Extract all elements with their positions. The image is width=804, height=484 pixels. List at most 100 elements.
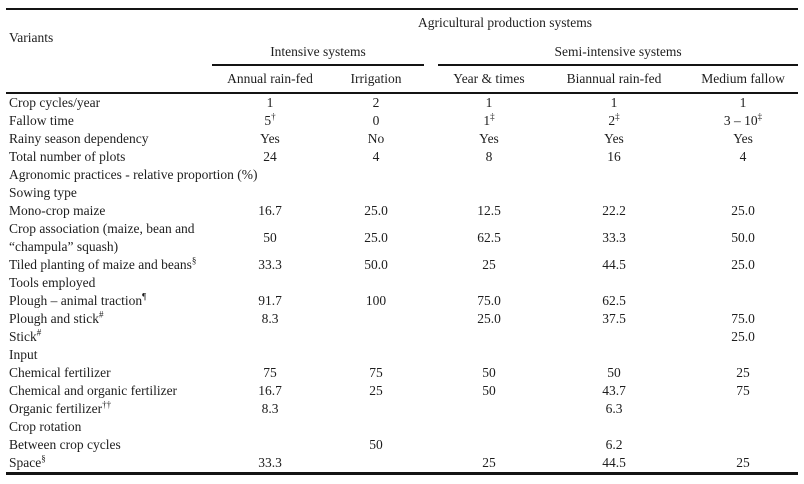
column-gap — [424, 112, 438, 130]
section-row: Crop rotation — [6, 418, 798, 436]
table-cell: 43.7 — [602, 383, 626, 398]
table-cell: No — [367, 131, 385, 146]
column-gap — [424, 364, 438, 382]
table-row: Crop cycles/year 1 2 1 1 1 — [6, 93, 798, 112]
table-row: Mono-crop maize 16.7 25.0 12.5 22.2 25.0 — [6, 202, 798, 220]
section-row: Tools employed — [6, 274, 798, 292]
table-cell: 0 — [372, 113, 380, 128]
table-cell: 25 — [482, 455, 496, 470]
column-gap — [424, 400, 438, 418]
table-cell: 1‡ — [483, 112, 495, 128]
table-cell — [438, 436, 540, 454]
table-cell — [438, 328, 540, 346]
column-gap — [424, 65, 438, 94]
table-cell: 91.7 — [258, 293, 282, 308]
table-cell: 25 — [736, 455, 750, 470]
column-gap — [424, 34, 438, 65]
table-cell: 22.2 — [602, 203, 626, 218]
table-cell: 50 — [482, 383, 496, 398]
table-row: Crop association (maize, bean and “champ… — [6, 220, 798, 256]
table-cell: 25.0 — [731, 257, 755, 272]
row-label: Crop association (maize, bean and “champ… — [9, 221, 195, 254]
table-cell: 6.3 — [605, 401, 623, 416]
table-cell: 24 — [263, 149, 277, 164]
row-label: Chemical and organic fertilizer — [9, 383, 178, 398]
table-cell: 1 — [266, 95, 274, 110]
table-cell — [212, 436, 328, 454]
table-cell — [688, 292, 798, 310]
column-gap — [424, 436, 438, 454]
table-row: Organic fertilizer†† 8.3 6.3 — [6, 400, 798, 418]
table-cell — [328, 400, 424, 418]
table-row: Chemical fertilizer 75 75 50 50 25 — [6, 364, 798, 382]
table-cell: 75.0 — [731, 311, 755, 326]
table-row: Stick# 25.0 — [6, 328, 798, 346]
column-gap — [424, 202, 438, 220]
table-row: Rainy season dependency Yes No Yes Yes Yes — [6, 130, 798, 148]
row-label: Tiled planting of maize and beans§ — [9, 256, 197, 272]
table-row: Total number of plots 24 4 8 16 4 — [6, 148, 798, 166]
column-gap — [424, 382, 438, 400]
column-header-biannual-rain-fed: Biannual rain-fed — [540, 65, 688, 94]
table-cell: Yes — [479, 131, 499, 146]
column-gap — [424, 130, 438, 148]
column-header-empty — [6, 65, 212, 94]
row-label: Space§ — [9, 454, 46, 470]
table-cell: 50 — [369, 437, 383, 452]
table-row: Between crop cycles 50 6.2 — [6, 436, 798, 454]
table-cell: 16.7 — [258, 383, 282, 398]
table-cell: 50.0 — [731, 230, 755, 245]
table-row: Fallow time 5† 0 1‡ 2‡ 3 – 10‡ — [6, 112, 798, 130]
table-cell: 1 — [739, 95, 747, 110]
table-cell: 8.3 — [261, 311, 279, 326]
row-label: Chemical fertilizer — [9, 365, 111, 380]
table-cell — [540, 328, 688, 346]
table-cell: 3 – 10‡ — [723, 112, 763, 128]
table-cell: 33.3 — [602, 230, 626, 245]
table-row: Tiled planting of maize and beans§ 33.3 50… — [6, 256, 798, 274]
table-cell: 75.0 — [477, 293, 501, 308]
table-body: Crop cycles/year 1 2 1 1 1 Fallow time 5† 0 1‡ 2‡ 3… — [6, 93, 798, 474]
table-cell: 12.5 — [477, 203, 501, 218]
column-header-row: Annual rain-fed Irrigation Year & times … — [6, 65, 799, 94]
group-row: Intensive systems Semi-intensive systems — [6, 34, 799, 66]
row-label: Between crop cycles — [9, 437, 121, 452]
table-cell — [328, 454, 424, 474]
table-cell: 25.0 — [477, 311, 501, 326]
table-header: Variants Agricultural production systems… — [6, 9, 799, 94]
row-label: Stick# — [9, 328, 42, 344]
table-cell: Yes — [604, 131, 624, 146]
section-row: Input — [6, 346, 798, 364]
table-cell: 5† — [264, 112, 276, 128]
table-cell: Yes — [260, 131, 280, 146]
title-row: Variants Agricultural production systems — [6, 9, 798, 45]
group-semi-intensive: Semi-intensive systems — [438, 34, 799, 66]
table-cell — [438, 400, 540, 418]
table-cell: 37.5 — [602, 311, 626, 326]
table-row: Chemical and organic fertilizer 16.7 25 50 4… — [6, 382, 798, 400]
table-cell: 25.0 — [364, 230, 388, 245]
section-label: Agronomic practices - relative proportio… — [9, 167, 258, 182]
column-gap — [424, 328, 438, 346]
column-header-medium-fallow: Medium fallow — [688, 65, 799, 94]
table-title: Agricultural production systems — [418, 15, 593, 30]
table-cell: 62.5 — [477, 230, 501, 245]
row-label: Mono-crop maize — [9, 203, 106, 218]
table-cell: 33.3 — [258, 455, 282, 470]
table-cell: 6.2 — [605, 437, 623, 452]
table-cell: 1 — [610, 95, 618, 110]
table-cell: 25 — [736, 365, 750, 380]
table-cell: 62.5 — [602, 293, 626, 308]
table-cell: 75 — [369, 365, 383, 380]
row-label: Fallow time — [9, 113, 74, 128]
row-label: Crop cycles/year — [9, 95, 101, 110]
table-cell — [328, 310, 424, 328]
group-intensive: Intensive systems — [212, 34, 424, 66]
table-cell: 2‡ — [608, 112, 620, 128]
table-cell: 25 — [482, 257, 496, 272]
table-cell: 44.5 — [602, 257, 626, 272]
column-gap — [424, 93, 438, 112]
table-cell: 25.0 — [364, 203, 388, 218]
section-label: Tools employed — [9, 275, 96, 290]
table-cell: 50 — [482, 365, 496, 380]
